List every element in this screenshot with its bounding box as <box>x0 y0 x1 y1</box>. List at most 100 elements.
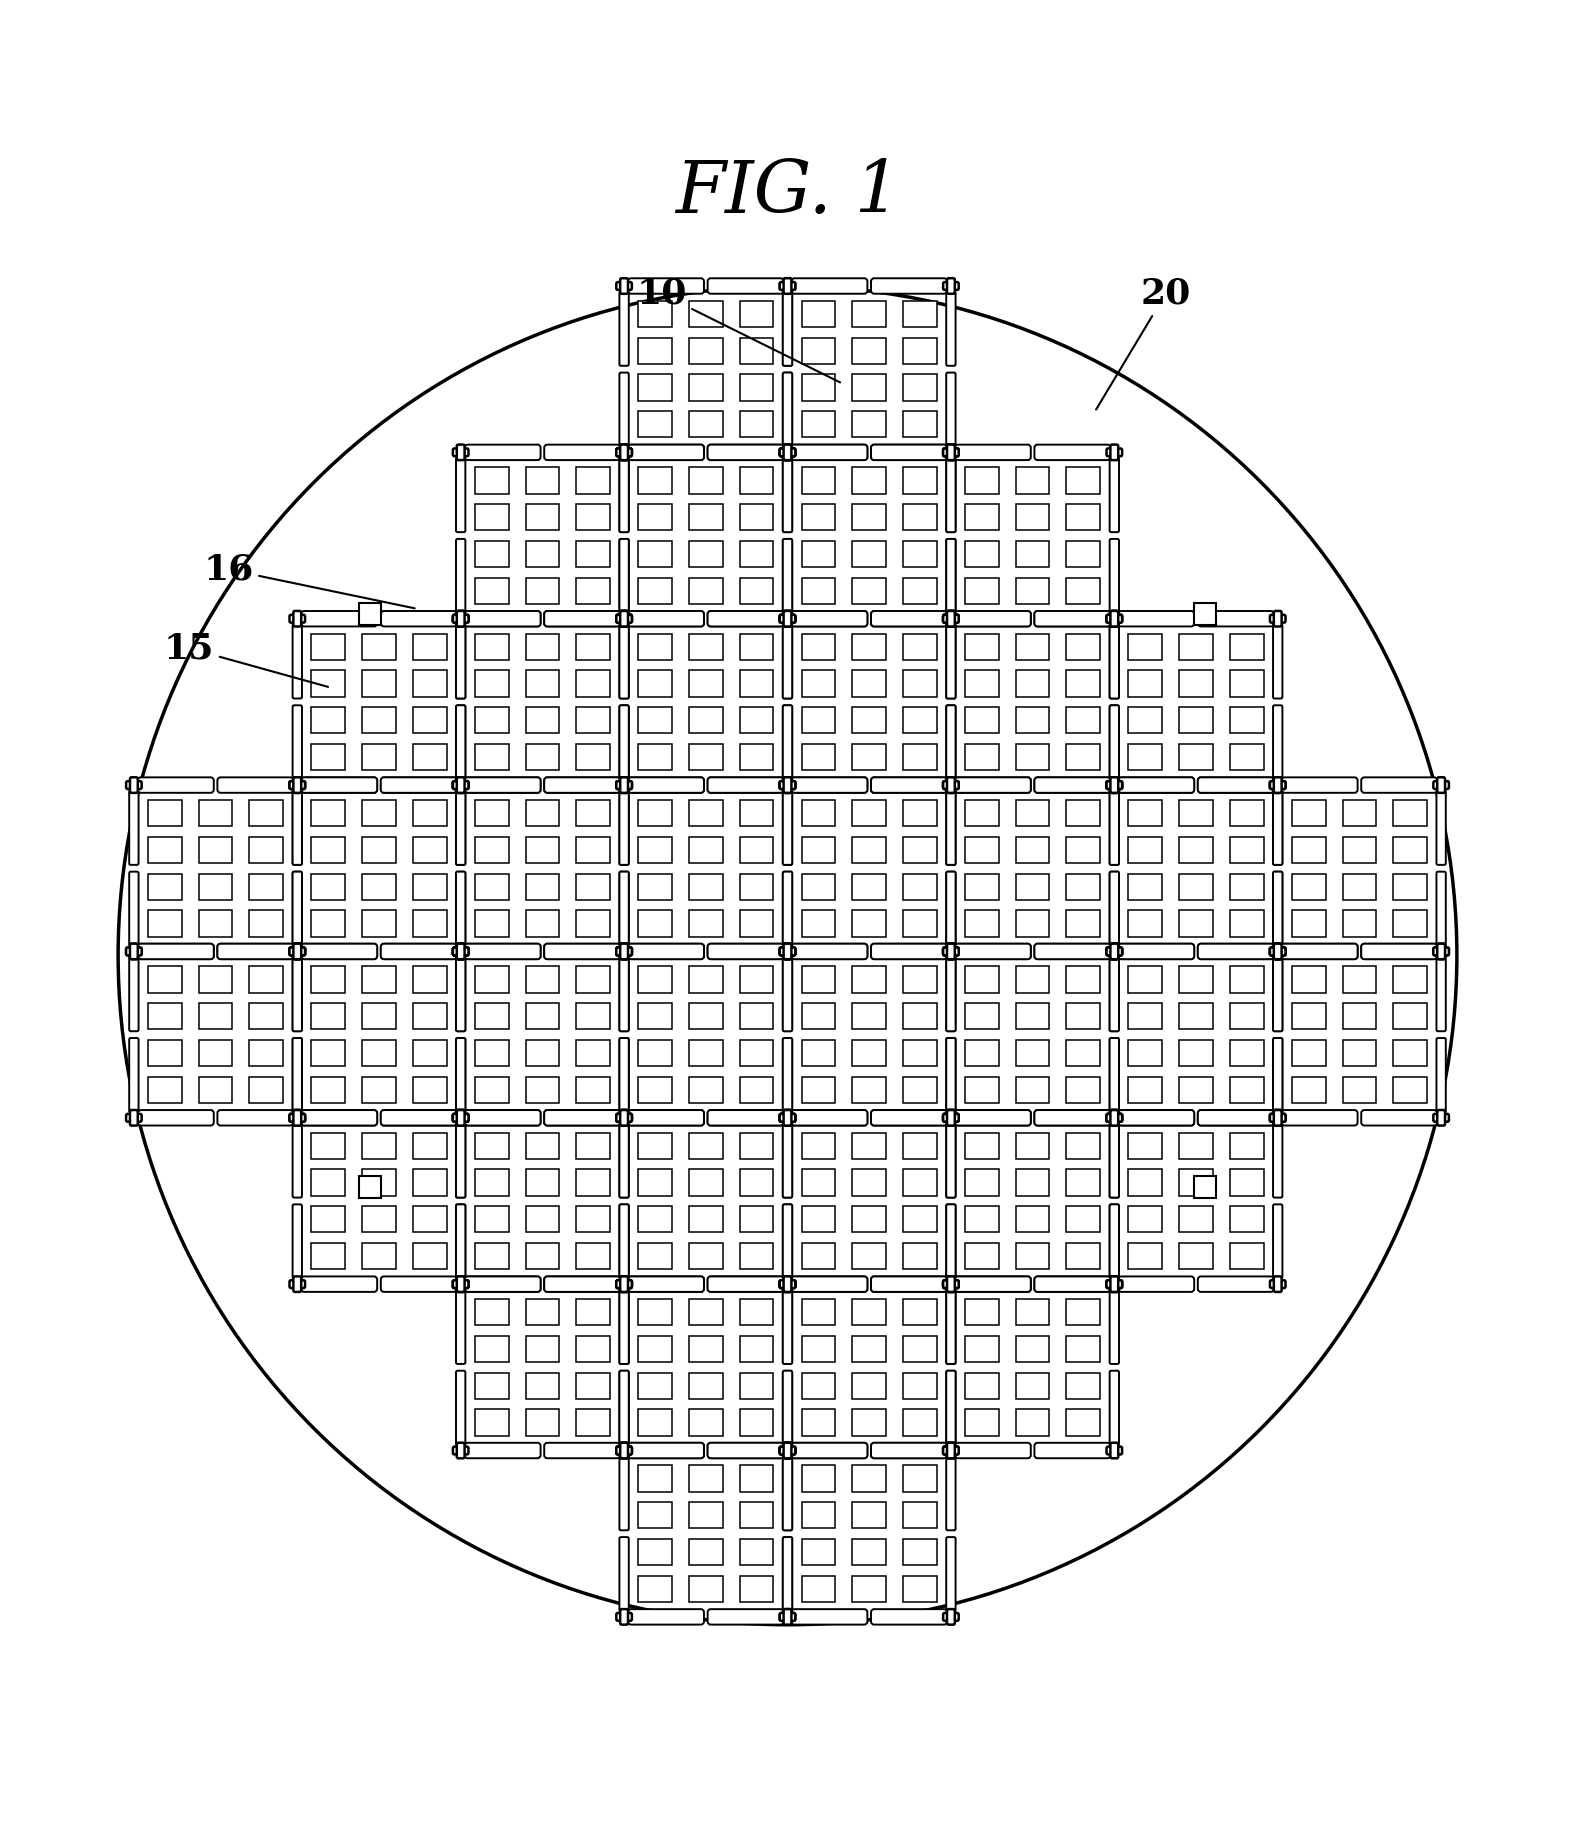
Bar <box>1180 744 1213 769</box>
FancyBboxPatch shape <box>947 943 954 960</box>
Bar <box>476 467 509 493</box>
FancyBboxPatch shape <box>457 1039 465 1112</box>
Bar <box>965 1169 999 1196</box>
Bar <box>476 1336 509 1361</box>
Bar <box>1292 874 1326 900</box>
Bar <box>1180 801 1213 826</box>
Bar <box>802 374 835 401</box>
Bar <box>526 577 559 605</box>
FancyBboxPatch shape <box>301 1110 376 1125</box>
Bar <box>576 911 610 936</box>
FancyBboxPatch shape <box>947 777 954 793</box>
Bar <box>476 1169 509 1196</box>
Bar <box>638 1372 673 1400</box>
Bar <box>198 1004 233 1030</box>
FancyBboxPatch shape <box>545 1110 621 1125</box>
FancyBboxPatch shape <box>621 943 628 960</box>
FancyBboxPatch shape <box>457 956 465 1031</box>
FancyBboxPatch shape <box>783 1537 792 1612</box>
FancyBboxPatch shape <box>290 947 306 954</box>
Bar <box>1292 1077 1326 1103</box>
Bar <box>1016 634 1049 660</box>
FancyBboxPatch shape <box>1110 705 1118 780</box>
FancyBboxPatch shape <box>465 612 540 627</box>
FancyBboxPatch shape <box>619 1370 628 1445</box>
Bar <box>476 744 509 769</box>
FancyBboxPatch shape <box>619 291 628 366</box>
FancyBboxPatch shape <box>293 1204 302 1279</box>
FancyBboxPatch shape <box>616 1114 632 1121</box>
Bar <box>476 1132 509 1160</box>
FancyBboxPatch shape <box>1110 1110 1118 1125</box>
FancyBboxPatch shape <box>381 1110 457 1125</box>
FancyBboxPatch shape <box>457 458 465 531</box>
FancyBboxPatch shape <box>454 449 468 456</box>
Bar <box>526 1409 559 1436</box>
FancyBboxPatch shape <box>784 1444 791 1458</box>
Bar <box>902 300 937 328</box>
Bar <box>1129 1132 1162 1160</box>
Bar <box>1180 1242 1213 1270</box>
FancyBboxPatch shape <box>628 612 704 627</box>
Bar <box>852 1502 887 1528</box>
FancyBboxPatch shape <box>791 777 868 793</box>
FancyBboxPatch shape <box>780 780 795 790</box>
Bar <box>740 911 773 936</box>
Bar <box>576 1409 610 1436</box>
FancyBboxPatch shape <box>621 1277 628 1292</box>
Bar <box>1230 1004 1263 1030</box>
Bar <box>902 467 937 493</box>
FancyBboxPatch shape <box>457 872 465 945</box>
FancyBboxPatch shape <box>1273 705 1282 780</box>
FancyBboxPatch shape <box>791 1110 868 1125</box>
Bar <box>902 1169 937 1196</box>
Bar <box>362 707 395 733</box>
FancyBboxPatch shape <box>628 1608 704 1625</box>
Bar <box>526 671 559 696</box>
FancyBboxPatch shape <box>621 1608 628 1625</box>
Bar <box>1016 1372 1049 1400</box>
FancyBboxPatch shape <box>293 777 301 793</box>
FancyBboxPatch shape <box>301 777 376 793</box>
Bar <box>312 1041 345 1066</box>
Bar <box>802 410 835 438</box>
FancyBboxPatch shape <box>621 777 628 793</box>
FancyBboxPatch shape <box>621 1277 628 1292</box>
FancyBboxPatch shape <box>628 777 704 793</box>
Bar <box>362 801 395 826</box>
FancyBboxPatch shape <box>126 947 142 954</box>
FancyBboxPatch shape <box>947 1277 954 1292</box>
FancyBboxPatch shape <box>1273 625 1282 698</box>
Bar <box>802 1132 835 1160</box>
Bar <box>1066 1004 1099 1030</box>
Bar <box>1016 1169 1049 1196</box>
Bar <box>1016 911 1049 936</box>
Bar <box>965 1336 999 1361</box>
Bar <box>802 577 835 605</box>
FancyBboxPatch shape <box>1107 449 1121 456</box>
Bar <box>1342 1004 1377 1030</box>
Bar <box>1066 671 1099 696</box>
FancyBboxPatch shape <box>947 872 956 945</box>
Bar <box>965 577 999 605</box>
Bar <box>476 801 509 826</box>
Bar <box>1129 1242 1162 1270</box>
FancyBboxPatch shape <box>1273 1123 1282 1198</box>
FancyBboxPatch shape <box>1269 1281 1285 1288</box>
FancyBboxPatch shape <box>457 610 465 627</box>
Bar <box>1342 801 1377 826</box>
FancyBboxPatch shape <box>1110 1444 1118 1458</box>
Bar <box>1342 1041 1377 1066</box>
FancyBboxPatch shape <box>1035 777 1110 793</box>
Bar <box>802 1539 835 1565</box>
FancyBboxPatch shape <box>707 1444 784 1458</box>
FancyBboxPatch shape <box>783 1204 792 1279</box>
FancyBboxPatch shape <box>943 1447 959 1455</box>
FancyBboxPatch shape <box>707 1110 784 1125</box>
FancyBboxPatch shape <box>707 943 784 960</box>
FancyBboxPatch shape <box>290 947 306 954</box>
FancyBboxPatch shape <box>780 780 795 790</box>
FancyBboxPatch shape <box>947 1456 956 1530</box>
Bar <box>638 300 673 328</box>
FancyBboxPatch shape <box>1269 947 1285 954</box>
